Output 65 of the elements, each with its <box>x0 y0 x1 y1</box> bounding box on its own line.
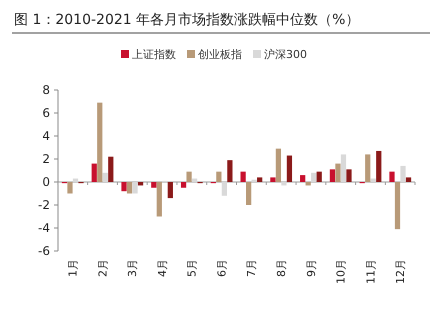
bar <box>330 169 336 182</box>
bar <box>97 102 102 182</box>
bar <box>340 154 346 182</box>
bar <box>257 177 262 182</box>
bar <box>102 172 108 182</box>
bar <box>365 154 370 182</box>
x-tick-label: 5月 <box>186 259 199 277</box>
x-tick-label: 12月 <box>394 259 408 284</box>
y-tick-label: 8 <box>42 83 50 98</box>
x-tick-label: 2月 <box>96 259 110 277</box>
bar <box>138 182 144 186</box>
chart-title: 图 1：2010-2021 年各月市场指数涨跌幅中位数（%） <box>14 12 360 28</box>
bar <box>376 150 382 182</box>
bar <box>300 175 306 182</box>
bar <box>389 172 395 182</box>
bar <box>121 182 127 192</box>
bar <box>227 160 232 182</box>
bar <box>281 182 287 186</box>
bar <box>311 172 316 182</box>
bar <box>394 182 400 230</box>
y-tick-label: 4 <box>42 129 50 144</box>
x-tick-label: 7月 <box>245 259 258 277</box>
y-tick-label: -2 <box>38 198 50 212</box>
bar <box>92 164 97 182</box>
x-tick-label: 10月 <box>334 259 348 284</box>
bar <box>222 182 227 196</box>
bar <box>156 182 162 216</box>
legend-label: 沪深300 <box>264 48 307 61</box>
x-tick-label: 11月 <box>364 259 378 284</box>
bar <box>370 178 376 182</box>
y-tick-label: 6 <box>42 106 50 120</box>
legend-label: 创业板指 <box>198 48 242 61</box>
x-tick-label: 1月 <box>66 259 80 277</box>
bar <box>346 169 352 182</box>
bar <box>240 172 246 182</box>
bar <box>192 178 198 182</box>
bar <box>316 172 322 182</box>
bar <box>270 177 276 182</box>
bar <box>276 148 282 182</box>
bar <box>400 166 406 182</box>
bar <box>186 172 192 182</box>
bar <box>67 182 73 194</box>
x-tick-label: 9月 <box>304 259 318 277</box>
y-tick-label: 0 <box>42 175 50 190</box>
bar <box>306 182 311 186</box>
bar <box>108 156 114 182</box>
x-tick-label: 8月 <box>275 259 288 277</box>
bar <box>126 182 132 194</box>
bar <box>132 182 138 194</box>
bar <box>286 156 292 182</box>
bar <box>72 178 78 182</box>
x-tick-label: 6月 <box>215 259 228 277</box>
bar <box>406 177 412 182</box>
y-tick-label: -4 <box>38 221 50 236</box>
bar <box>216 172 222 182</box>
y-tick-label: -6 <box>38 244 50 258</box>
bar <box>180 182 186 188</box>
y-tick-label: 2 <box>42 152 50 166</box>
bar <box>151 182 156 188</box>
bar <box>168 182 173 198</box>
x-tick-label: 3月 <box>126 259 140 277</box>
bar <box>335 164 341 182</box>
bar <box>246 182 252 205</box>
legend-label: 上证指数 <box>132 48 176 61</box>
x-tick-label: 4月 <box>156 259 169 277</box>
